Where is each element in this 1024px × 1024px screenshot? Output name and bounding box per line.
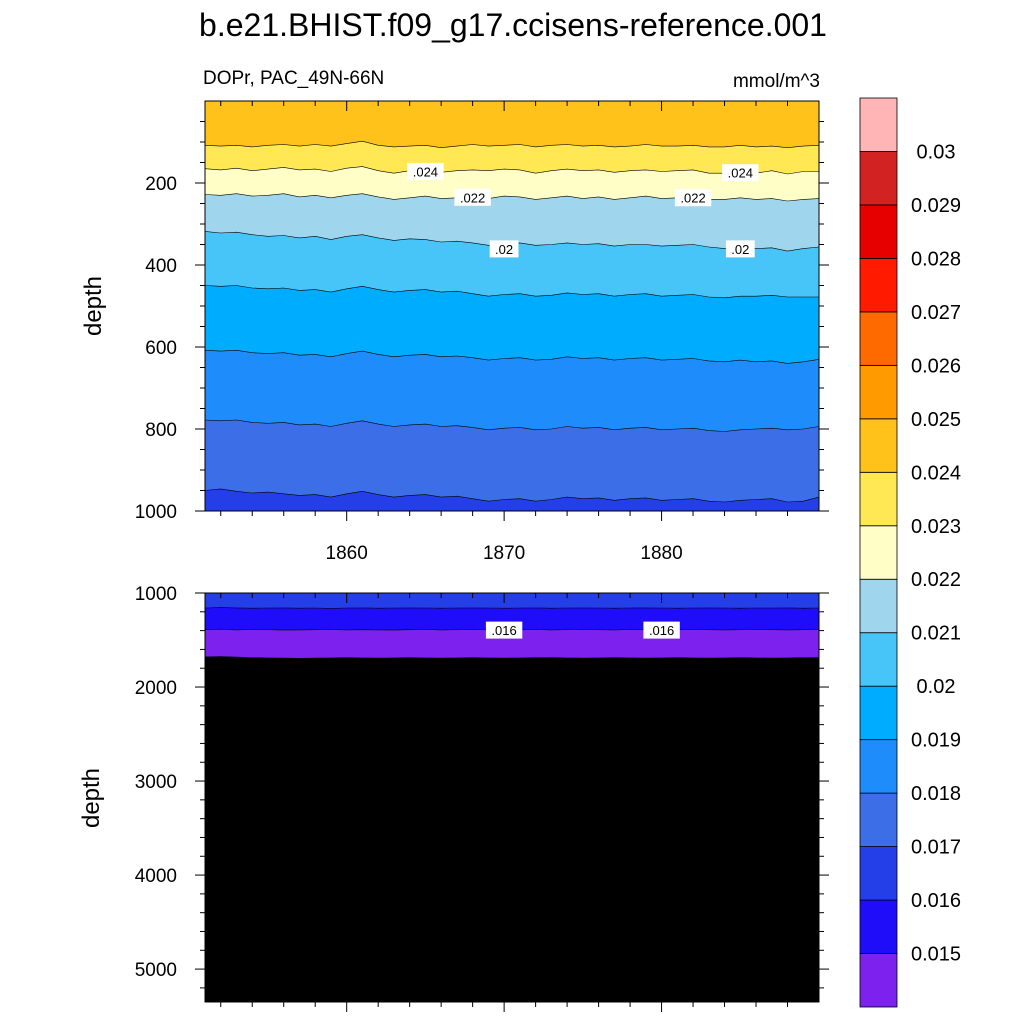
contour-label-box — [454, 188, 491, 206]
contour-band — [205, 231, 819, 298]
lower-contour-fills — [205, 593, 819, 1002]
colorbar-swatch — [859, 739, 898, 794]
contour-label: .022 — [460, 190, 485, 205]
colorbar-swatch — [859, 846, 898, 901]
colorbar-swatch — [859, 792, 898, 847]
lower-plot-frame — [204, 592, 820, 1003]
colorbar: 0.015 0.016 0.017 0.018 0.019 0.02 0.021 0.022 0… — [859, 97, 961, 1008]
y-tick-label: 2000 — [135, 678, 177, 699]
colorbar-label: 0.029 — [911, 195, 961, 217]
colorbar-label: 0.022 — [911, 569, 961, 591]
contour-label-box — [643, 621, 680, 639]
colorbar-label: 0.017 — [911, 837, 961, 859]
contour-label-box — [407, 162, 444, 180]
upper-y-axis-label: depth — [80, 276, 107, 336]
y-tick-label: 800 — [145, 420, 177, 441]
y-tick-label: 5000 — [135, 960, 177, 981]
colorbar-label: 0.026 — [911, 355, 961, 377]
colorbar-label: 0.024 — [911, 462, 961, 484]
y-tick-label: 1000 — [135, 502, 177, 523]
contour-band — [205, 488, 819, 511]
x-tick-label: 1860 — [326, 543, 368, 564]
contour-band — [205, 166, 819, 201]
contour-line — [204, 166, 819, 175]
y-tick-label: 1000 — [135, 584, 177, 605]
contour-band — [205, 350, 819, 432]
colorbar-swatch — [859, 632, 898, 687]
contour-band — [205, 141, 819, 174]
lower-contour-panel: .016 .016 1000 2000 3000 4000 5000 depth — [78, 584, 829, 1012]
x-tick-label: 1870 — [483, 543, 525, 564]
contour-label: .024 — [413, 164, 438, 179]
colorbar-swatch — [859, 311, 898, 366]
contour-label-box — [722, 164, 759, 182]
contour-label: .02 — [731, 242, 749, 257]
colorbar-swatch — [859, 418, 898, 473]
colorbar-label: 0.016 — [911, 890, 961, 912]
colorbar-label: 0.019 — [911, 730, 961, 752]
contour-label-box — [485, 621, 523, 639]
y-tick-label: 3000 — [135, 772, 177, 793]
x-tick-label: 1880 — [640, 543, 682, 564]
panel-units-label: mmol/m^3 — [733, 71, 820, 92]
colorbar-label: 0.027 — [911, 302, 961, 324]
contour-label: .024 — [728, 166, 753, 181]
panel-variable-label: DOPr, PAC_49N-66N — [203, 68, 384, 89]
contour-label-box — [674, 189, 712, 207]
contour-label: .022 — [680, 191, 705, 206]
lower-y-axis-label: depth — [78, 768, 105, 828]
contour-line — [204, 488, 820, 503]
colorbar-swatch — [859, 899, 898, 954]
figure-title: b.e21.BHIST.f09_g17.ccisens-reference.00… — [199, 7, 827, 43]
colorbar-swatch — [859, 471, 898, 527]
contour-label-box — [725, 240, 755, 258]
contour-band — [205, 285, 819, 364]
colorbar-swatch — [859, 364, 898, 420]
lower-axis-ticks: 1000 2000 3000 4000 5000 — [135, 584, 829, 1012]
colorbar-label: 0.025 — [911, 409, 961, 431]
colorbar-label: 0.023 — [911, 516, 961, 538]
contour-line — [204, 349, 820, 364]
colorbar-swatch — [859, 151, 898, 206]
colorbar-label: 0.015 — [911, 944, 961, 966]
upper-contour-fills — [205, 101, 819, 511]
colorbar-swatch — [859, 685, 898, 741]
y-tick-label: 600 — [145, 338, 177, 359]
colorbar-label: 0.021 — [911, 623, 961, 645]
colorbar-label: 0.02 — [917, 676, 956, 698]
contour-band — [205, 420, 819, 502]
contour-line — [204, 419, 820, 432]
y-tick-label: 4000 — [135, 866, 177, 887]
contour-line — [204, 607, 820, 609]
contour-label-box — [489, 240, 519, 258]
contour-band — [205, 101, 819, 148]
colorbar-swatch — [859, 258, 898, 313]
upper-contour-panel: .024 .024 .022 .022 .02 .02 1860 1870 1880 200 40… — [80, 100, 829, 564]
colorbar-swatch — [859, 204, 898, 259]
contour-band — [205, 656, 819, 1002]
colorbar-label: 0.03 — [917, 142, 956, 164]
contour-line — [204, 193, 820, 202]
upper-contour-labels: .024 .024 .022 .022 .02 .02 — [407, 162, 759, 258]
contour-line — [204, 140, 820, 149]
contour-label: .016 — [491, 623, 516, 638]
contour-band — [205, 193, 819, 252]
contour-band — [205, 593, 819, 609]
y-tick-label: 200 — [145, 174, 177, 195]
contour-line — [204, 656, 819, 659]
contour-line — [204, 285, 819, 299]
colorbar-swatch — [859, 578, 898, 634]
colorbar-label: 0.018 — [911, 783, 961, 805]
contour-label: .02 — [495, 242, 513, 257]
colorbar-swatch — [859, 525, 898, 580]
colorbar-swatch — [859, 953, 898, 1008]
y-tick-label: 400 — [145, 256, 177, 277]
colorbar-swatch — [859, 97, 898, 152]
contour-label: .016 — [649, 623, 674, 638]
lower-contour-labels: .016 .016 — [485, 621, 680, 639]
colorbar-label: 0.028 — [911, 248, 961, 270]
upper-axis-ticks: 1860 1870 1880 200 400 600 800 1000 — [135, 101, 829, 564]
